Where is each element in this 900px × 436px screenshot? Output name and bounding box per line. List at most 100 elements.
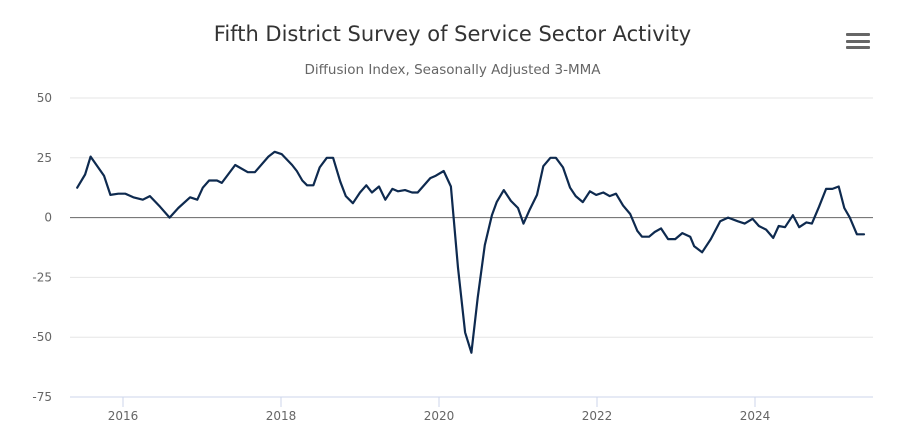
- gridlines: [70, 97, 873, 338]
- data-point[interactable]: [626, 210, 634, 218]
- data-point[interactable]: [278, 150, 286, 158]
- x-axis: 2016 2018 2020 2022 2024: [70, 396, 873, 423]
- data-point[interactable]: [205, 177, 213, 185]
- data-point[interactable]: [100, 172, 108, 180]
- data-point[interactable]: [271, 148, 279, 156]
- data-point[interactable]: [671, 235, 679, 243]
- data-point[interactable]: [461, 328, 469, 336]
- data-point[interactable]: [612, 190, 620, 198]
- data-point[interactable]: [87, 153, 95, 161]
- data-point[interactable]: [686, 233, 694, 241]
- data-point[interactable]: [815, 203, 823, 211]
- data-point[interactable]: [795, 223, 803, 231]
- data-point[interactable]: [114, 190, 122, 198]
- data-point[interactable]: [356, 189, 364, 197]
- data-point[interactable]: [749, 215, 757, 223]
- data-point[interactable]: [579, 198, 587, 206]
- data-point[interactable]: [401, 186, 409, 194]
- data-point[interactable]: [264, 153, 272, 161]
- data-point[interactable]: [808, 220, 816, 228]
- series-layer: [73, 148, 868, 357]
- hamburger-menu-icon[interactable]: [846, 33, 870, 53]
- data-point[interactable]: [156, 203, 164, 211]
- data-point[interactable]: [129, 193, 137, 201]
- data-point[interactable]: [293, 167, 301, 175]
- data-point[interactable]: [860, 230, 868, 238]
- data-point[interactable]: [244, 168, 252, 176]
- data-point[interactable]: [368, 189, 376, 197]
- data-point[interactable]: [251, 168, 259, 176]
- data-point[interactable]: [454, 264, 462, 272]
- data-point[interactable]: [698, 248, 706, 256]
- data-point[interactable]: [539, 162, 547, 170]
- data-point[interactable]: [755, 222, 763, 230]
- data-point[interactable]: [619, 202, 627, 210]
- data-point[interactable]: [199, 184, 207, 192]
- data-point[interactable]: [488, 211, 496, 219]
- y-tick-label: -75: [32, 390, 52, 404]
- data-point[interactable]: [657, 224, 665, 232]
- data-point[interactable]: [146, 192, 154, 200]
- data-point[interactable]: [362, 181, 370, 189]
- data-point[interactable]: [846, 214, 854, 222]
- data-point[interactable]: [734, 217, 742, 225]
- data-point[interactable]: [507, 197, 515, 205]
- data-point[interactable]: [592, 191, 600, 199]
- data-point[interactable]: [394, 187, 402, 195]
- data-point[interactable]: [840, 204, 848, 212]
- data-point[interactable]: [741, 220, 749, 228]
- data-point[interactable]: [336, 178, 344, 186]
- data-point[interactable]: [789, 211, 797, 219]
- data-point[interactable]: [481, 241, 489, 249]
- data-point[interactable]: [762, 226, 770, 234]
- data-point[interactable]: [316, 163, 324, 171]
- data-point[interactable]: [309, 181, 317, 189]
- data-point[interactable]: [835, 183, 843, 191]
- data-point[interactable]: [375, 183, 383, 191]
- data-point[interactable]: [106, 191, 114, 199]
- data-point[interactable]: [440, 167, 448, 175]
- data-point[interactable]: [174, 204, 182, 212]
- data-point[interactable]: [552, 154, 560, 162]
- y-axis-labels: 50 25 0 -25 -50 -75: [32, 91, 52, 404]
- data-point[interactable]: [121, 190, 129, 198]
- data-point[interactable]: [414, 189, 422, 197]
- data-point[interactable]: [432, 172, 440, 180]
- data-point[interactable]: [566, 184, 574, 192]
- data-point[interactable]: [678, 229, 686, 237]
- data-point[interactable]: [500, 186, 508, 194]
- data-point[interactable]: [474, 294, 482, 302]
- data-point[interactable]: [724, 214, 732, 222]
- data-point[interactable]: [447, 183, 455, 191]
- data-point[interactable]: [690, 242, 698, 250]
- data-point[interactable]: [342, 192, 350, 200]
- data-point[interactable]: [514, 204, 522, 212]
- data-point[interactable]: [664, 235, 672, 243]
- data-point[interactable]: [186, 193, 194, 201]
- data-point[interactable]: [493, 198, 501, 206]
- data-point[interactable]: [231, 161, 239, 169]
- x-tick-label: 2024: [740, 409, 771, 423]
- data-point[interactable]: [81, 171, 89, 179]
- data-point[interactable]: [559, 163, 567, 171]
- data-point[interactable]: [769, 234, 777, 242]
- data-point[interactable]: [533, 191, 541, 199]
- series-line[interactable]: [76, 150, 866, 354]
- data-point[interactable]: [572, 192, 580, 200]
- data-point[interactable]: [193, 196, 201, 204]
- data-point[interactable]: [781, 223, 789, 231]
- data-point[interactable]: [853, 230, 861, 238]
- data-point[interactable]: [707, 235, 715, 243]
- data-point[interactable]: [218, 179, 226, 187]
- data-point[interactable]: [381, 196, 389, 204]
- data-point[interactable]: [139, 196, 147, 204]
- data-point[interactable]: [716, 217, 724, 225]
- data-point[interactable]: [526, 205, 534, 213]
- data-point[interactable]: [638, 233, 646, 241]
- data-point[interactable]: [166, 214, 174, 222]
- data-point[interactable]: [349, 199, 357, 207]
- data-point[interactable]: [73, 184, 81, 192]
- data-point[interactable]: [329, 154, 337, 162]
- data-point[interactable]: [520, 220, 528, 228]
- data-point[interactable]: [467, 349, 475, 357]
